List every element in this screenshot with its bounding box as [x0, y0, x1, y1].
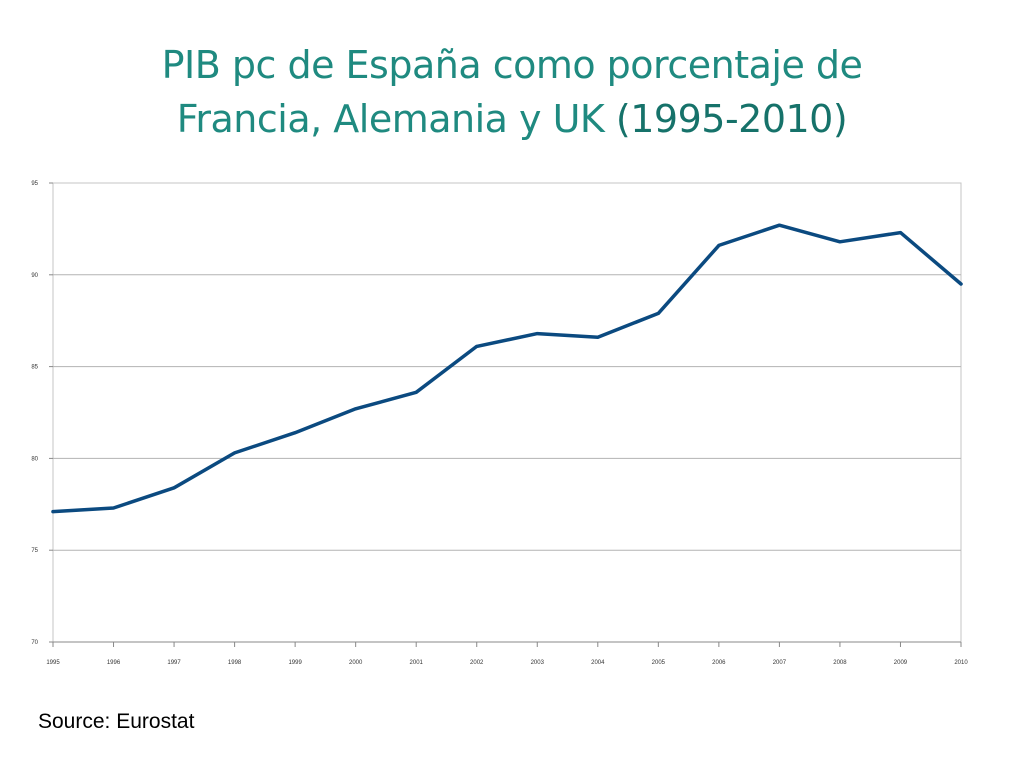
- series-layer: [51, 223, 963, 514]
- tick-labels: 70 75 80 85 90 95 1995 1996 1997 1998 1999 2000 2001…: [31, 181, 968, 666]
- data-point-1997: [172, 486, 176, 490]
- data-point-1995: [51, 510, 55, 514]
- x-tick-label-2007: 2007: [773, 660, 787, 666]
- x-tick-label-1997: 1997: [167, 660, 181, 666]
- y-tick-label-90: 90: [31, 273, 38, 279]
- x-tick-label-1995: 1995: [46, 660, 60, 666]
- slide-title: PIB pc de España como porcentaje de Fran…: [40, 38, 984, 146]
- x-tick-label-2006: 2006: [712, 660, 726, 666]
- series-line-0: [51, 223, 963, 514]
- title-line-2-main: Francia, Alemania y UK: [176, 97, 616, 141]
- data-point-2008: [838, 240, 842, 244]
- title-line-1: PIB pc de España como porcentaje de: [161, 43, 863, 87]
- data-point-1999: [293, 431, 297, 435]
- data-point-1998: [233, 451, 237, 455]
- x-tick-label-2001: 2001: [410, 660, 424, 666]
- x-tick-label-1998: 1998: [228, 660, 242, 666]
- y-tick-label-85: 85: [31, 365, 38, 371]
- x-tick-label-1999: 1999: [288, 660, 302, 666]
- x-tick-label-2002: 2002: [470, 660, 484, 666]
- axes: [49, 182, 962, 647]
- data-point-2003: [535, 332, 539, 336]
- data-point-2002: [475, 344, 479, 348]
- data-point-2004: [596, 335, 600, 339]
- x-tick-label-2005: 2005: [652, 660, 666, 666]
- x-tick-label-2003: 2003: [531, 660, 545, 666]
- data-point-2001: [414, 390, 418, 394]
- y-tick-label-70: 70: [31, 640, 38, 646]
- x-tick-label-2000: 2000: [349, 660, 363, 666]
- x-tick-label-2010: 2010: [954, 660, 968, 666]
- x-tick-label-2008: 2008: [833, 660, 847, 666]
- title-years: (1995-2010): [615, 97, 848, 141]
- y-tick-label-75: 75: [31, 548, 38, 554]
- title-line-2: Francia, Alemania y UK (1995-2010): [40, 92, 984, 146]
- data-point-2005: [656, 311, 660, 315]
- data-point-2006: [717, 243, 721, 247]
- data-point-2007: [777, 223, 781, 227]
- y-tick-label-95: 95: [31, 181, 38, 187]
- plot-area-border: [52, 182, 962, 643]
- x-tick-label-2009: 2009: [894, 660, 908, 666]
- data-point-2010: [959, 282, 963, 286]
- data-point-2000: [354, 407, 358, 411]
- line-chart: 70 75 80 85 90 95 1995 1996 1997 1998 1999 2000 2001…: [31, 181, 968, 666]
- x-tick-label-1996: 1996: [107, 660, 121, 666]
- source-note: Source: Eurostat: [38, 710, 195, 733]
- y-tick-label-80: 80: [31, 456, 38, 462]
- data-point-1996: [112, 506, 116, 510]
- data-point-2009: [898, 231, 902, 235]
- x-tick-label-2004: 2004: [591, 660, 605, 666]
- gridlines: [53, 274, 961, 551]
